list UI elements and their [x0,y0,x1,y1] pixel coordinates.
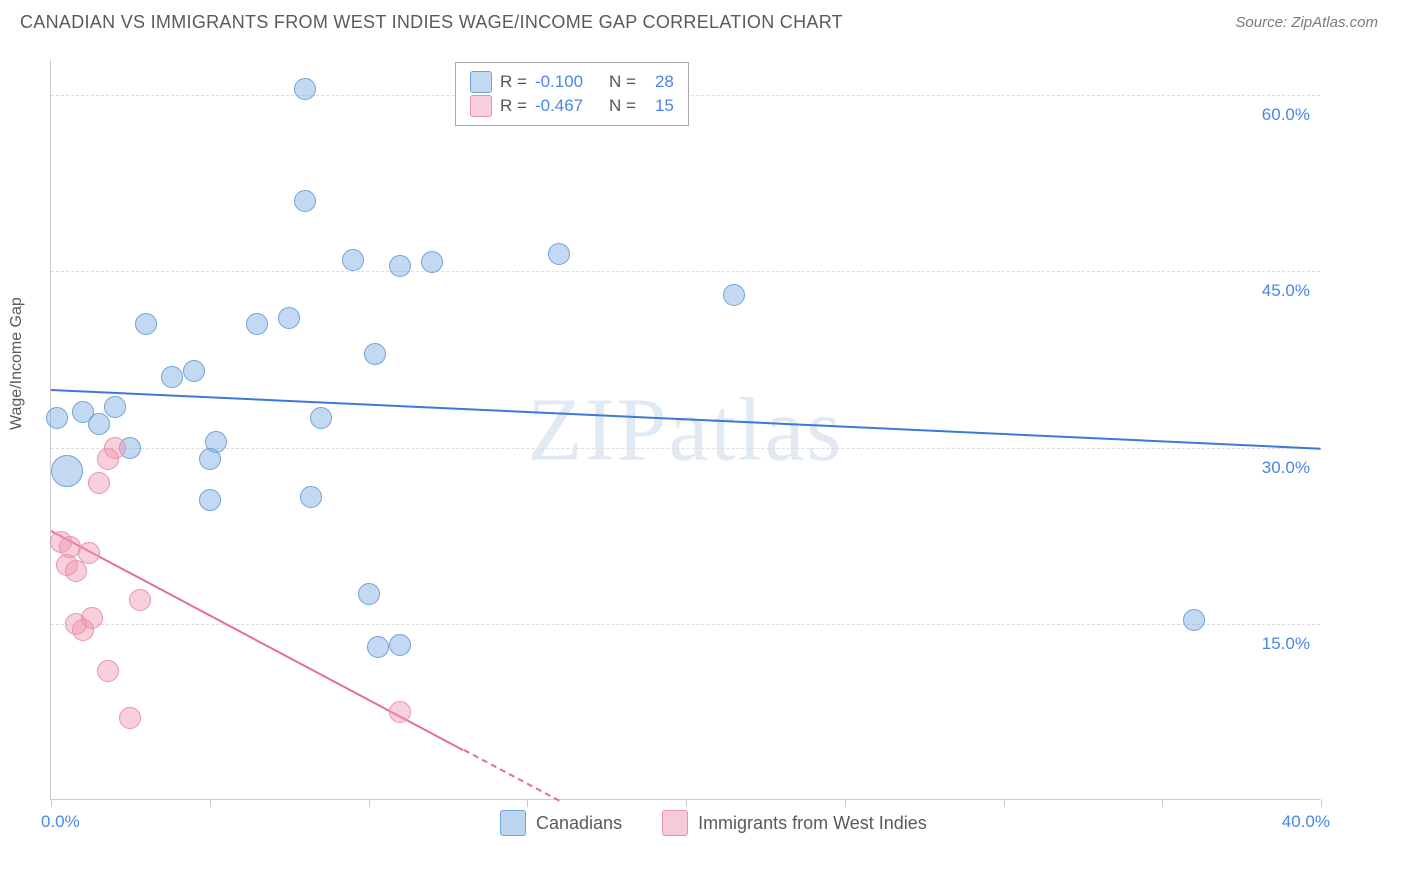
scatter-point [367,636,389,658]
x-tick [51,799,52,807]
x-tick [686,799,687,807]
scatter-point [294,190,316,212]
scatter-point [389,634,411,656]
correlation-legend: R = -0.100 N = 28 R = -0.467 N = 15 [455,62,689,126]
legend-item: Immigrants from West Indies [662,810,927,836]
gridline [51,448,1320,449]
x-tick [1004,799,1005,807]
x-tick [210,799,211,807]
scatter-point [358,583,380,605]
legend-n-value: 15 [644,96,674,116]
legend-n-value: 28 [644,72,674,92]
legend-label: Immigrants from West Indies [698,813,927,834]
legend-label: Canadians [536,813,622,834]
scatter-point [81,607,103,629]
scatter-point [199,489,221,511]
legend-swatch [470,95,492,117]
scatter-point [421,251,443,273]
y-tick-label: 15.0% [1262,634,1310,654]
x-tick-label: 40.0% [1282,812,1330,832]
scatter-point [183,360,205,382]
scatter-point [310,407,332,429]
chart-title: CANADIAN VS IMMIGRANTS FROM WEST INDIES … [20,12,843,33]
series-legend: Canadians Immigrants from West Indies [500,810,927,836]
watermark: ZIPatlas [528,378,844,481]
scatter-point [364,343,386,365]
scatter-point [104,396,126,418]
legend-row: R = -0.467 N = 15 [470,95,674,117]
legend-n-label: N = [609,72,636,92]
legend-r-label: R = [500,96,527,116]
scatter-point [88,413,110,435]
scatter-point [78,542,100,564]
scatter-point [389,701,411,723]
scatter-point [1183,609,1205,631]
scatter-point [246,313,268,335]
x-tick [1162,799,1163,807]
y-tick-label: 60.0% [1262,105,1310,125]
trendline-dashed [463,749,559,801]
legend-r-value: -0.100 [535,72,601,92]
scatter-point [548,243,570,265]
legend-swatch [500,810,526,836]
source-attribution: Source: ZipAtlas.com [1235,14,1378,31]
legend-item: Canadians [500,810,622,836]
scatter-point [97,660,119,682]
legend-r-label: R = [500,72,527,92]
scatter-point [723,284,745,306]
y-tick-label: 45.0% [1262,281,1310,301]
scatter-point [129,589,151,611]
scatter-point [161,366,183,388]
scatter-point [294,78,316,100]
y-tick-label: 30.0% [1262,458,1310,478]
scatter-point [104,437,126,459]
scatter-point [278,307,300,329]
x-tick [527,799,528,807]
x-tick [1321,799,1322,807]
scatter-point [342,249,364,271]
scatter-point [199,448,221,470]
scatter-point [389,255,411,277]
scatter-point [300,486,322,508]
legend-swatch [662,810,688,836]
legend-row: R = -0.100 N = 28 [470,71,674,93]
gridline [51,624,1320,625]
scatter-chart: ZIPatlas 15.0%30.0%45.0%60.0%0.0%40.0% [50,60,1320,800]
x-tick [845,799,846,807]
scatter-point [51,455,83,487]
x-tick-label: 0.0% [41,812,80,832]
legend-r-value: -0.467 [535,96,601,116]
legend-n-label: N = [609,96,636,116]
x-tick [369,799,370,807]
y-axis-label: Wage/Income Gap [8,297,26,430]
scatter-point [119,707,141,729]
scatter-point [135,313,157,335]
legend-swatch [470,71,492,93]
trendline [51,389,1321,450]
scatter-point [46,407,68,429]
scatter-point [88,472,110,494]
gridline [51,271,1320,272]
